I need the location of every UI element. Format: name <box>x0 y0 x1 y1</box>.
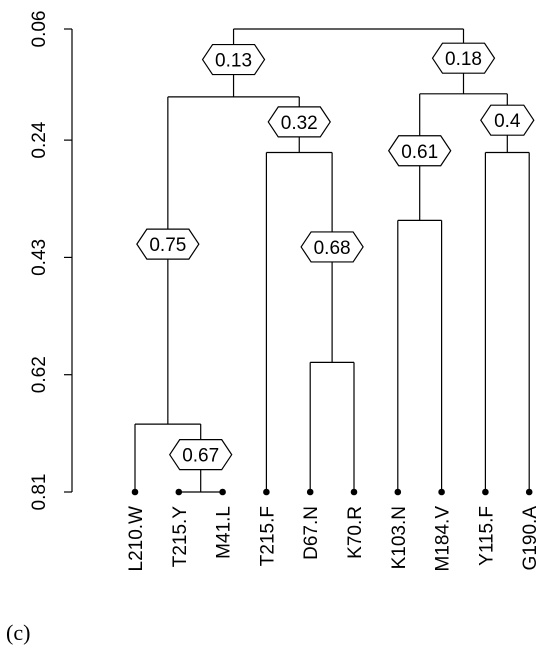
leaf-label: T215.F <box>257 506 278 566</box>
leaf-label: L210.W <box>126 506 147 572</box>
y-tick-label: 0.43 <box>29 239 50 276</box>
node-label-badge: 0.13 <box>201 43 266 76</box>
node-label-badge: 0.4 <box>480 104 535 136</box>
node-label-hexagon <box>387 135 452 167</box>
leaf-point <box>438 488 445 496</box>
node-label-badge: 0.61 <box>387 135 452 167</box>
y-tick-label: 0.62 <box>29 356 50 393</box>
node-label-hexagon <box>480 104 535 136</box>
node-labels: 0.67 0.75 0.68 0.32 0.13 0.61 0.4 0.18 <box>136 42 535 471</box>
leaf-label: D67.N <box>301 506 322 560</box>
node-label-badge: 0.68 <box>300 231 364 263</box>
node-label-badge: 0.18 <box>431 42 496 74</box>
leaf-label: M184.V <box>433 506 454 572</box>
node-label-hexagon <box>168 439 233 471</box>
leaf-markers <box>131 488 533 496</box>
node-label-badge: 0.67 <box>168 439 233 471</box>
node-label-hexagon <box>267 106 331 138</box>
leaf-point <box>525 488 533 496</box>
leaf-labels: L210.W T215.Y M41.L T215.F D67.N K70.R K103.N M… <box>126 506 541 572</box>
node-label-badge: 0.32 <box>267 106 331 138</box>
leaf-point <box>482 488 489 496</box>
y-axis: 0.06 0.24 0.43 0.62 0.81 <box>29 11 73 511</box>
node-label-text: 0.67 <box>182 446 219 467</box>
leaf-point <box>350 488 358 496</box>
dendrogram-branches <box>134 28 530 493</box>
leaf-point <box>394 488 402 496</box>
node-label-text: 0.68 <box>314 238 351 259</box>
node-label-text: 0.61 <box>401 142 438 163</box>
panel-label: (c) <box>6 620 31 645</box>
leaf-point <box>219 488 226 496</box>
leaf-label: Y115.F <box>476 506 497 566</box>
leaf-label: G190.A <box>520 506 541 571</box>
node-label-hexagon <box>300 231 364 263</box>
y-tick-label: 0.06 <box>29 11 50 48</box>
node-label-hexagon <box>136 228 200 260</box>
leaf-label: T215.Y <box>170 506 191 568</box>
node-label-text: 0.13 <box>215 51 252 72</box>
leaf-point <box>175 488 183 496</box>
leaf-label: K103.N <box>389 506 410 569</box>
node-label-text: 0.18 <box>445 49 482 70</box>
leaf-point <box>131 488 139 496</box>
node-label-text: 0.75 <box>149 235 186 256</box>
node-label-text: 0.32 <box>281 113 318 134</box>
leaf-point <box>306 488 314 496</box>
node-label-text: 0.4 <box>494 111 521 132</box>
leaf-point <box>263 488 270 496</box>
node-label-hexagon <box>431 42 496 74</box>
leaf-label: K70.R <box>345 506 366 559</box>
y-tick-label: 0.81 <box>29 474 50 511</box>
node-label-hexagon <box>201 43 266 76</box>
node-label-badge: 0.75 <box>136 228 200 260</box>
leaf-label: M41.L <box>214 506 235 559</box>
y-tick-label: 0.24 <box>29 121 50 158</box>
